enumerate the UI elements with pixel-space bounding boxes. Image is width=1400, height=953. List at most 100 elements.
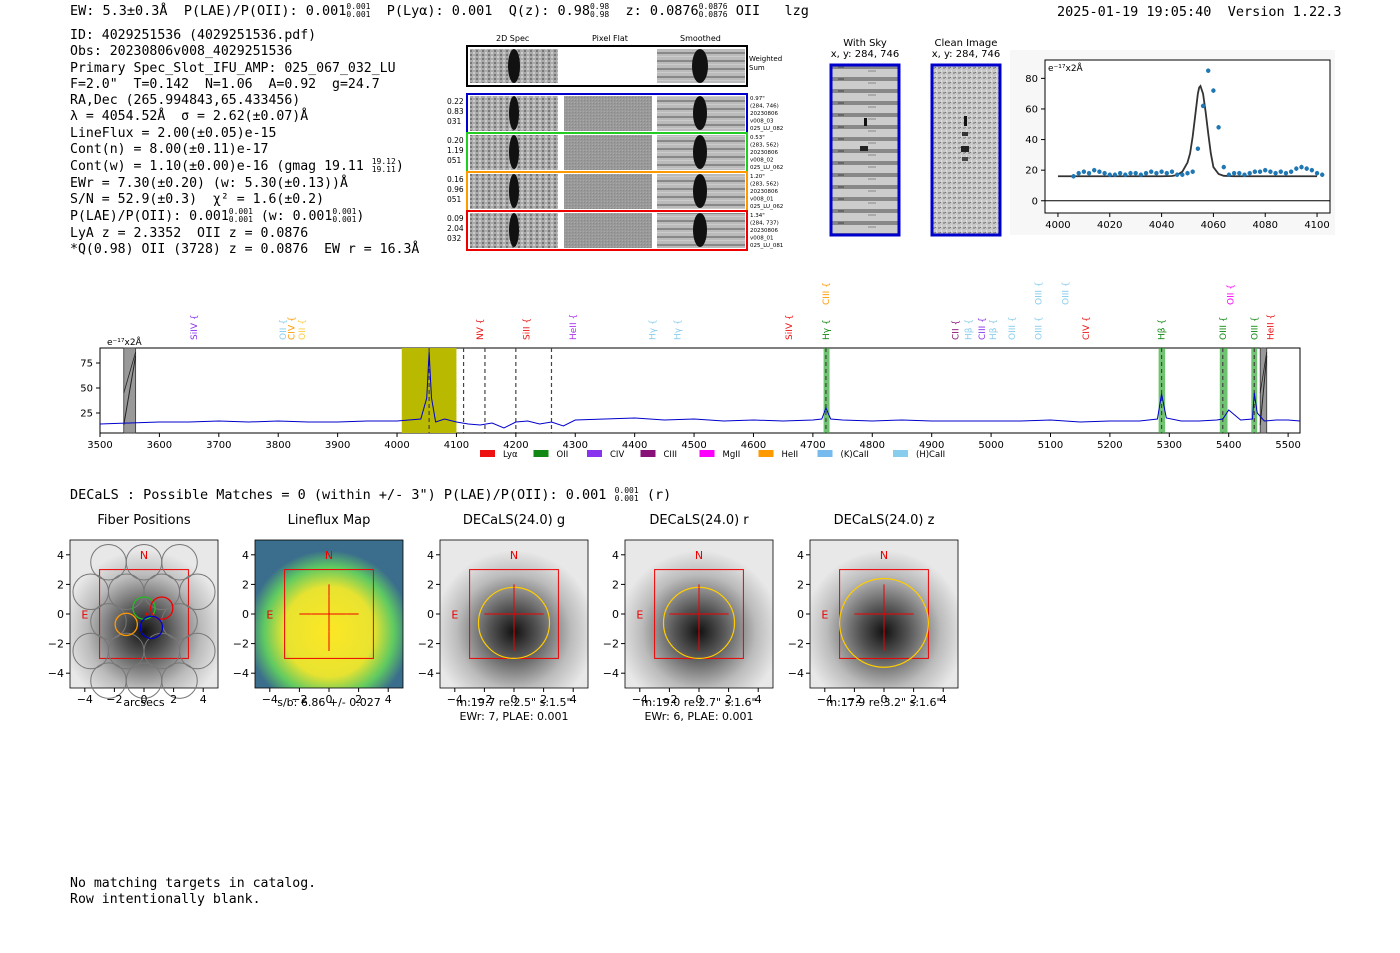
pixel-flat-image <box>564 213 652 248</box>
x-tick-label: 4080 <box>1253 220 1278 231</box>
data-point <box>1180 172 1185 177</box>
spectrum-flux-line <box>99 351 1301 429</box>
x-tick-label: 4100 <box>1304 220 1329 231</box>
spectral-line-label: OIII { <box>1250 316 1260 340</box>
x-tick-label: 2 <box>725 693 732 706</box>
fiber-circle <box>161 603 198 640</box>
emission-blob <box>509 213 519 247</box>
legend-swatch <box>587 450 602 457</box>
info-plae-w: (w: 0.001 <box>260 209 333 225</box>
data-point <box>1268 169 1273 174</box>
data-point <box>1278 169 1283 174</box>
x-tick-label: 4060 <box>1201 220 1226 231</box>
decals-panel-galaxy: DECaLS(24.0) g N E −4 −4 −2 −2 0 0 2 2 4 4 m:19.7 re:… <box>410 510 590 725</box>
info-contw-errors: 19.12 19.11 <box>371 157 396 175</box>
y-tick-label: 4 <box>57 549 64 562</box>
data-point <box>1231 171 1237 176</box>
info-contn: Cont(n) = 8.00(±0.11)e-17 <box>70 142 269 158</box>
weighted-sum-row <box>466 45 748 87</box>
data-point <box>1071 174 1076 179</box>
with-sky-title: With Sky <box>843 38 887 49</box>
data-point <box>1242 172 1247 177</box>
footer-line-1: No matching targets in catalog. <box>70 876 317 891</box>
cutout-weight: 051 <box>447 156 462 165</box>
cutout-fiber-info: v008_02 <box>750 158 774 164</box>
spectral-line-label: OIII { <box>1035 281 1045 305</box>
cutout-weight: 032 <box>447 234 462 243</box>
decals-panel-galaxyz: DECaLS(24.0) z N E −4 −4 −2 −2 0 0 2 2 4 4 m:17.9 re:… <box>780 510 960 725</box>
panel-title: Lineflux Map <box>287 513 371 528</box>
x-tick-label: 2 <box>910 693 917 706</box>
x-tick-label: 4500 <box>681 440 706 451</box>
x-tick-label: 3500 <box>87 440 112 451</box>
data-point <box>1112 172 1118 177</box>
line-fit-ylabel: e⁻¹⁷x2Å <box>1048 62 1084 74</box>
info-obs: Obs: 20230806v008_4029251536 <box>70 44 293 60</box>
east-label: E <box>81 608 88 621</box>
data-point <box>1304 166 1309 171</box>
header-plya: P(Lyα): 0.001 <box>386 3 493 19</box>
pixel-flat-image <box>564 174 652 209</box>
fiber-circle <box>90 603 127 640</box>
footer-line-2: Row intentionally blank. <box>70 891 261 907</box>
legend-label: (K)CaII <box>841 450 869 460</box>
x-tick-label: 4 <box>200 693 207 706</box>
col-2d-label: 2D Spec <box>496 34 530 43</box>
data-point <box>1164 171 1169 176</box>
fiber-circle-active <box>114 612 138 637</box>
spectral-line-label: Hβ { <box>989 319 999 340</box>
cutout-weight: 051 <box>447 195 462 204</box>
spectral-line-label: CIV { <box>1082 316 1092 340</box>
panel-caption: m:17.9 re:3.2" s:1.6" <box>826 696 942 709</box>
y-tick-label: −4 <box>48 667 64 680</box>
info-lineflux: LineFlux = 2.00(±0.05)e-15 <box>70 125 277 141</box>
svg-text:Sum: Sum <box>749 64 765 72</box>
cutout-fiber-info: v008_01 <box>750 236 774 242</box>
data-point <box>1185 171 1190 176</box>
east-label: E <box>636 608 643 621</box>
cutout-fiber-info: 20230806 <box>750 111 778 117</box>
fiber-circle <box>179 573 216 611</box>
x-tick-label: 0 <box>511 693 518 706</box>
data-point <box>1206 68 1211 73</box>
east-label: E <box>821 608 828 621</box>
cutout-weight: 1.19 <box>447 146 464 155</box>
header-z: z: 0.0876 <box>625 3 699 19</box>
data-point <box>1107 172 1112 177</box>
pixel-flat-image <box>564 135 652 170</box>
data-point <box>1123 172 1128 177</box>
aperture-circle <box>838 577 930 668</box>
data-point <box>1252 169 1258 174</box>
fiber-circle-active <box>150 596 174 620</box>
y-tick-label: 2 <box>612 578 619 591</box>
data-point <box>1216 125 1221 130</box>
legend-label: CIV <box>610 450 624 460</box>
spectral-line-label: CIII { <box>978 317 988 340</box>
x-tick-label: 4200 <box>503 440 528 451</box>
search-box <box>839 569 929 659</box>
panel-image: N E −4 −4 −2 −2 0 0 2 2 4 4 <box>788 539 959 706</box>
spectral-line-label: Hγ { <box>673 319 683 340</box>
data-point <box>1133 171 1138 176</box>
data-point <box>1226 172 1232 177</box>
info-sn: S/N = 52.9(±0.3) χ² = 1.6(±0.2) <box>70 191 325 207</box>
emission-blob <box>693 213 707 247</box>
line-fit-chart: e⁻¹⁷x2Å 4000 4020 4040 4060 4080 410002040608… <box>1010 50 1335 235</box>
cutout-weight: 0.20 <box>447 136 464 145</box>
spectral-line-label: CIII { <box>822 282 832 305</box>
east-label: E <box>451 608 458 621</box>
x-tick-label: −4 <box>817 693 833 706</box>
data-point <box>1320 172 1325 177</box>
decals-title-text: DECaLS : Possible Matches = 0 (within +/… <box>70 487 607 503</box>
data-point <box>1237 171 1242 176</box>
data-point <box>1288 169 1294 174</box>
north-label: N <box>325 549 333 562</box>
info-lya: LyA z = 2.3352 OII z = 0.0876 <box>70 225 309 241</box>
y-tick-label: 0 <box>427 608 434 621</box>
cutout-weight: 2.04 <box>447 224 464 233</box>
clean-xy: x, y: 284, 746 <box>931 49 1001 60</box>
x-tick-label: 2 <box>355 693 362 706</box>
